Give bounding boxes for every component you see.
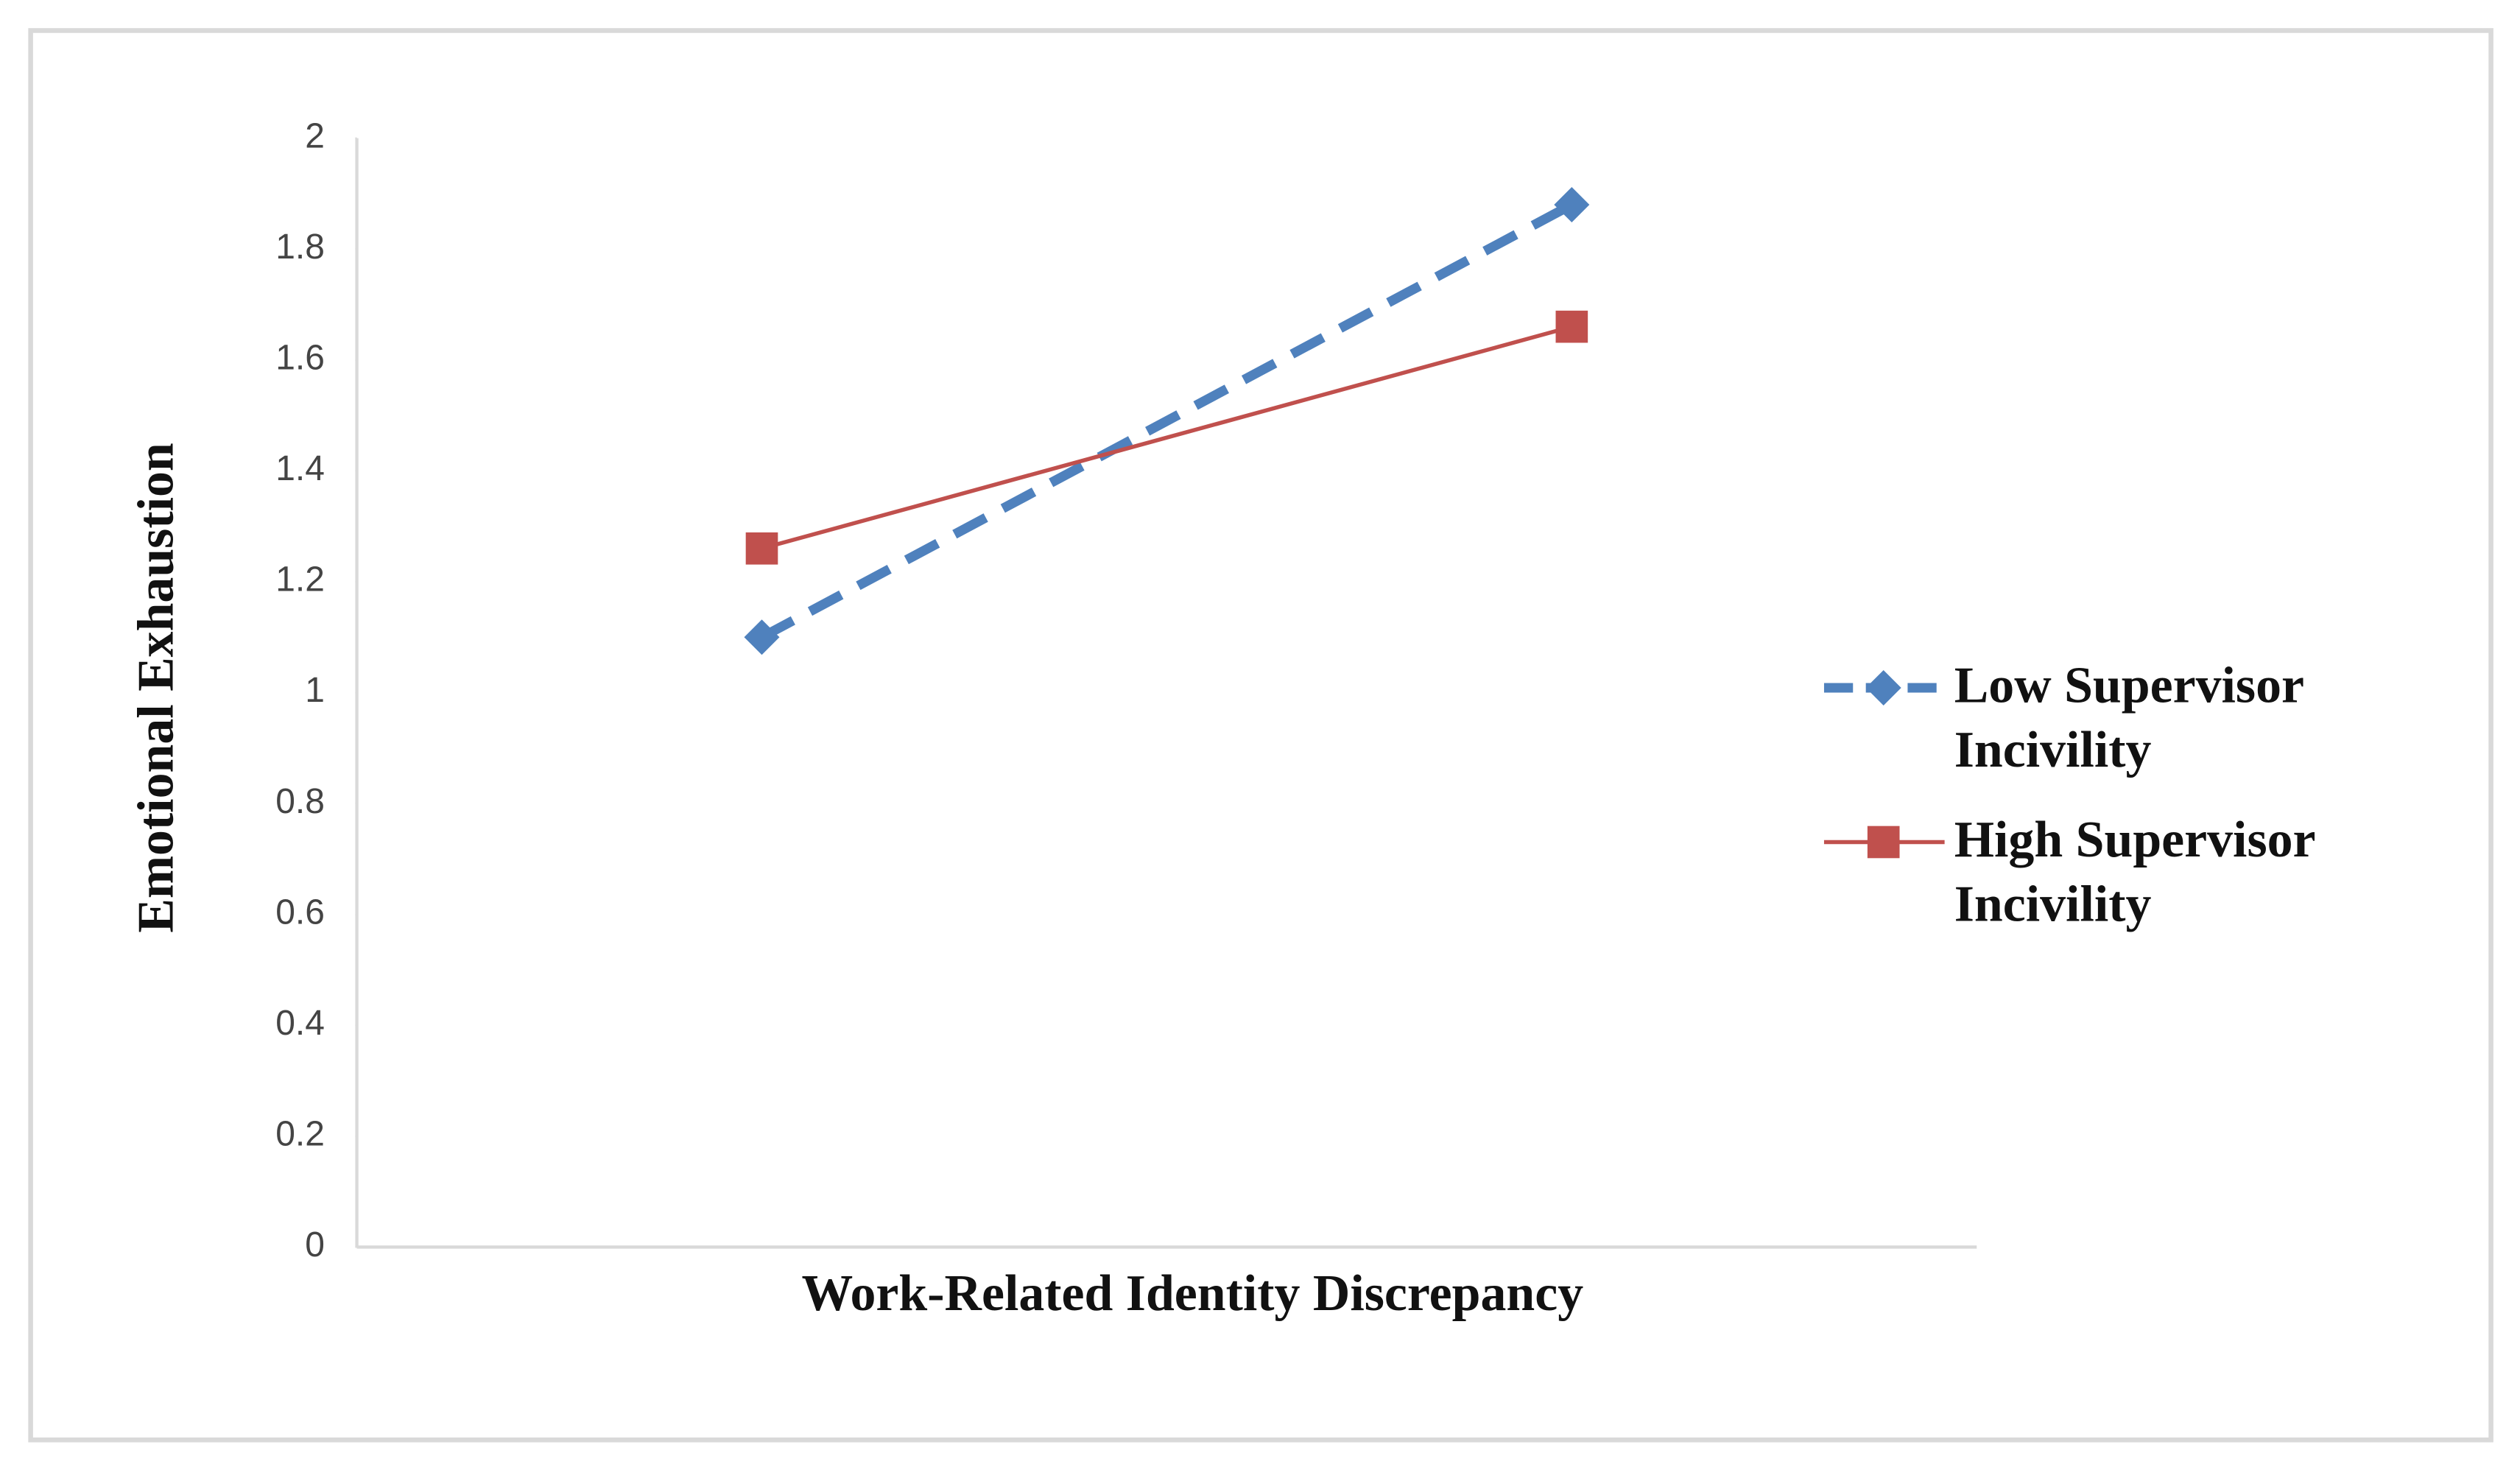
- legend-symbol: [1867, 826, 1900, 859]
- marker: [1555, 310, 1588, 343]
- x-axis-title: Work-Related Identity Discrepancy: [802, 1265, 1584, 1322]
- marker: [745, 532, 778, 565]
- chart-border: [28, 28, 2493, 1443]
- y-tick-label: 1.4: [275, 449, 325, 488]
- y-tick-label: 0: [305, 1225, 325, 1264]
- y-tick-label: 1.8: [275, 228, 325, 267]
- marker: [1554, 187, 1590, 223]
- y-tick-label: 1.2: [275, 560, 325, 599]
- series-line: [761, 325, 1573, 551]
- y-tick-label: 2: [305, 116, 325, 155]
- y-tick-label: 1.6: [275, 338, 325, 377]
- y-tick-label: 1: [305, 671, 325, 710]
- legend-marker: [1865, 669, 1901, 705]
- legend-entry: Low Supervisor Incivility: [1954, 655, 2303, 778]
- legend-label: Low Supervisor Incivility: [1954, 655, 2303, 778]
- legend-entry: High Supervisor Incivility: [1954, 809, 2315, 932]
- y-tick-label: 0.6: [275, 893, 325, 932]
- y-axis-title: Emotional Exhaustion: [127, 443, 184, 932]
- y-tick-label: 0.2: [275, 1114, 325, 1153]
- y-tick-label: 0.8: [275, 782, 325, 821]
- legend-label: High Supervisor Incivility: [1954, 809, 2315, 932]
- y-tick-label: 0.4: [275, 1004, 325, 1043]
- legend-symbol: [1865, 669, 1901, 705]
- legend-marker: [1867, 826, 1900, 859]
- series-line: [759, 200, 1574, 642]
- marker: [744, 619, 780, 655]
